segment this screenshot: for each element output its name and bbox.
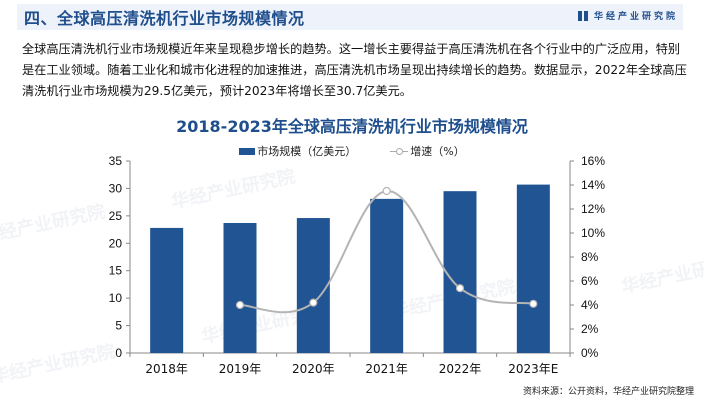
legend-item-market-size: 市场规模（亿美元） xyxy=(239,143,356,159)
svg-text:4%: 4% xyxy=(581,298,599,312)
line-marker xyxy=(309,298,318,307)
svg-text:0: 0 xyxy=(115,346,122,360)
svg-text:2019年: 2019年 xyxy=(219,362,262,376)
svg-text:6%: 6% xyxy=(581,274,599,288)
svg-text:8%: 8% xyxy=(581,250,599,264)
svg-text:2022年: 2022年 xyxy=(439,362,482,376)
axes xyxy=(126,160,574,357)
section-title: 四、全球高压清洗机行业市场规模情况 xyxy=(24,9,305,28)
summary-paragraph: 全球高压清洗机行业市场规模近年来呈现稳步增长的趋势。这一增长主要得益于高压清洗机… xyxy=(22,42,687,98)
svg-text:2020年: 2020年 xyxy=(292,362,335,376)
chart-legend: 市场规模（亿美元） 增速（%） xyxy=(0,143,704,159)
svg-text:15: 15 xyxy=(109,264,123,278)
svg-text:10%: 10% xyxy=(581,226,605,240)
bar xyxy=(150,227,184,353)
chart-title: 2018-2023年全球高压清洗机行业市场规模情况 xyxy=(176,117,528,136)
legend-label: 市场规模（亿美元） xyxy=(257,145,357,158)
svg-text:25: 25 xyxy=(109,209,123,223)
bar xyxy=(296,218,330,353)
line-marker xyxy=(235,300,245,310)
line-marker xyxy=(382,186,391,196)
bar xyxy=(443,191,477,353)
svg-text:30: 30 xyxy=(109,181,123,195)
bar xyxy=(223,222,257,353)
legend-label: 增速（%） xyxy=(410,145,465,158)
legend-item-growth: 增速（%） xyxy=(390,143,465,159)
svg-text:0%: 0% xyxy=(581,346,599,360)
bar-series xyxy=(150,184,550,353)
svg-text:16%: 16% xyxy=(581,154,605,168)
brand-name: 华经产业研究院 xyxy=(593,12,678,22)
brand: 华经产业研究院 xyxy=(577,9,678,22)
svg-text:5: 5 xyxy=(115,319,122,333)
section-header-bar xyxy=(17,4,683,30)
svg-text:2023年E: 2023年E xyxy=(508,362,558,376)
svg-text:35: 35 xyxy=(109,154,123,168)
svg-text:2021年: 2021年 xyxy=(365,362,408,376)
line-series xyxy=(235,186,538,314)
svg-text:12%: 12% xyxy=(581,202,605,216)
bar xyxy=(516,184,550,353)
axis-labels: 0 5 10 15 20 25 30 35 0% 2% 4% 6% 8% 10% 12% 14% 16% 2018… xyxy=(109,154,606,376)
svg-text:10: 10 xyxy=(109,291,123,305)
legend-bar-swatch-icon xyxy=(239,147,256,155)
svg-text:14%: 14% xyxy=(581,178,605,192)
svg-text:2018年: 2018年 xyxy=(145,362,188,376)
legend-line-marker-icon xyxy=(390,146,409,156)
svg-text:20: 20 xyxy=(109,236,123,250)
bar xyxy=(370,198,404,353)
svg-text:2%: 2% xyxy=(581,322,599,336)
brand-logo-icon xyxy=(577,10,588,21)
line-marker xyxy=(455,284,465,293)
line-marker xyxy=(529,299,538,308)
source-note: 资料来源：公开资料，华经产业研究院整理 xyxy=(522,387,694,397)
